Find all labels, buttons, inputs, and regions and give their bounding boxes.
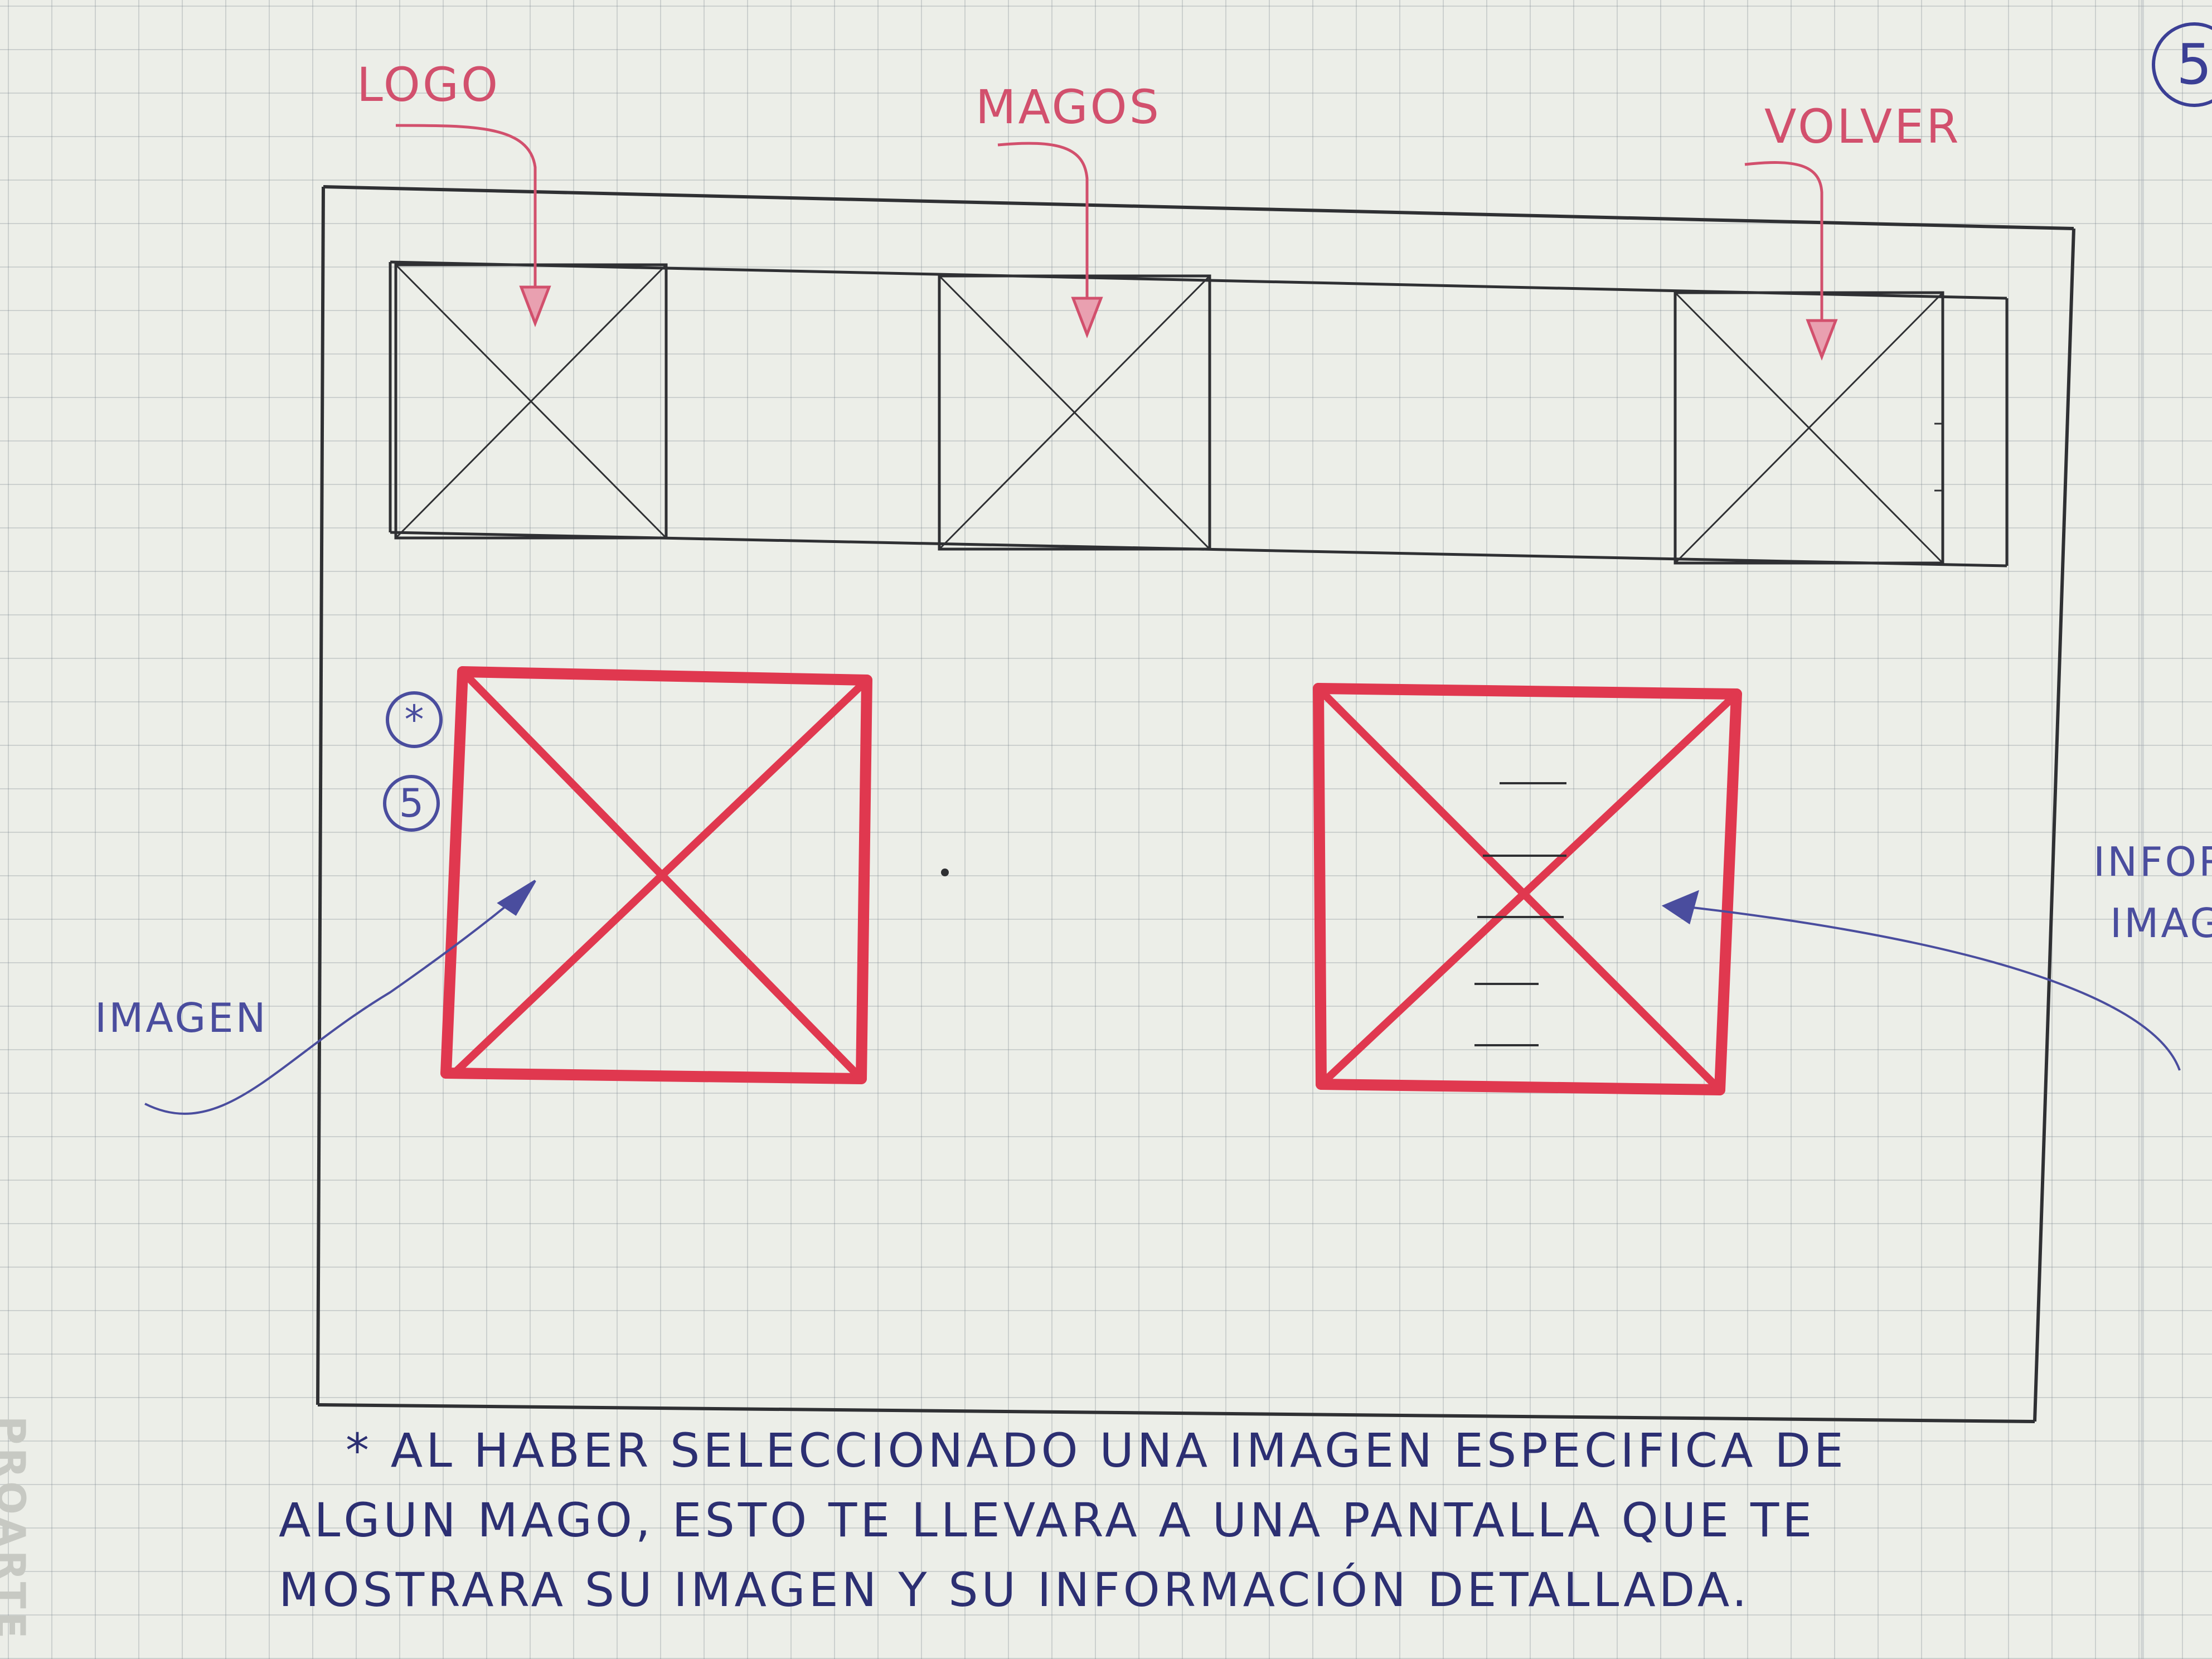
label-arrows [395, 124, 1838, 361]
informacion-label-line2: IMAG [2110, 900, 2212, 947]
footnote-line-1: * AL HABER SELECCIONADO UNA IMAGEN ESPEC… [346, 1423, 1847, 1478]
informacion-label-line1: INFORM [2093, 838, 2212, 885]
page-edge [2141, 0, 2144, 1659]
paper-brand: PROARTE [0, 1416, 33, 1642]
logo-placeholder [394, 263, 668, 540]
magos-label: MAGOS [976, 80, 1161, 134]
number-marker: 5 [383, 775, 440, 832]
volver-placeholder [1673, 291, 1944, 565]
footnote: * AL HABER SELECCIONADO UNA IMAGEN ESPEC… [279, 1416, 2063, 1625]
imagen-label: IMAGEN [95, 995, 268, 1041]
page-number: 5 [2152, 22, 2212, 107]
annotation-arrows [144, 880, 2181, 1115]
volver-label: VOLVER [1764, 99, 1961, 154]
logo-label: LOGO [357, 57, 501, 112]
footnote-line-3: MOSTRARA SU IMAGEN Y SU INFORMACIÓN DETA… [279, 1563, 1750, 1617]
asterisk-marker: * [386, 691, 443, 748]
pen-dot [941, 869, 949, 876]
footnote-line-2: ALGUN MAGO, ESTO TE LLEVARA A UNA PANTAL… [279, 1493, 1816, 1548]
info-text-lines [1474, 782, 1566, 1046]
screen-frame [316, 185, 2075, 1423]
header-bar [389, 260, 2009, 567]
mago-info-box[interactable] [1313, 683, 1742, 1095]
mago-image-box[interactable] [440, 666, 872, 1084]
magos-placeholder [938, 274, 1211, 551]
